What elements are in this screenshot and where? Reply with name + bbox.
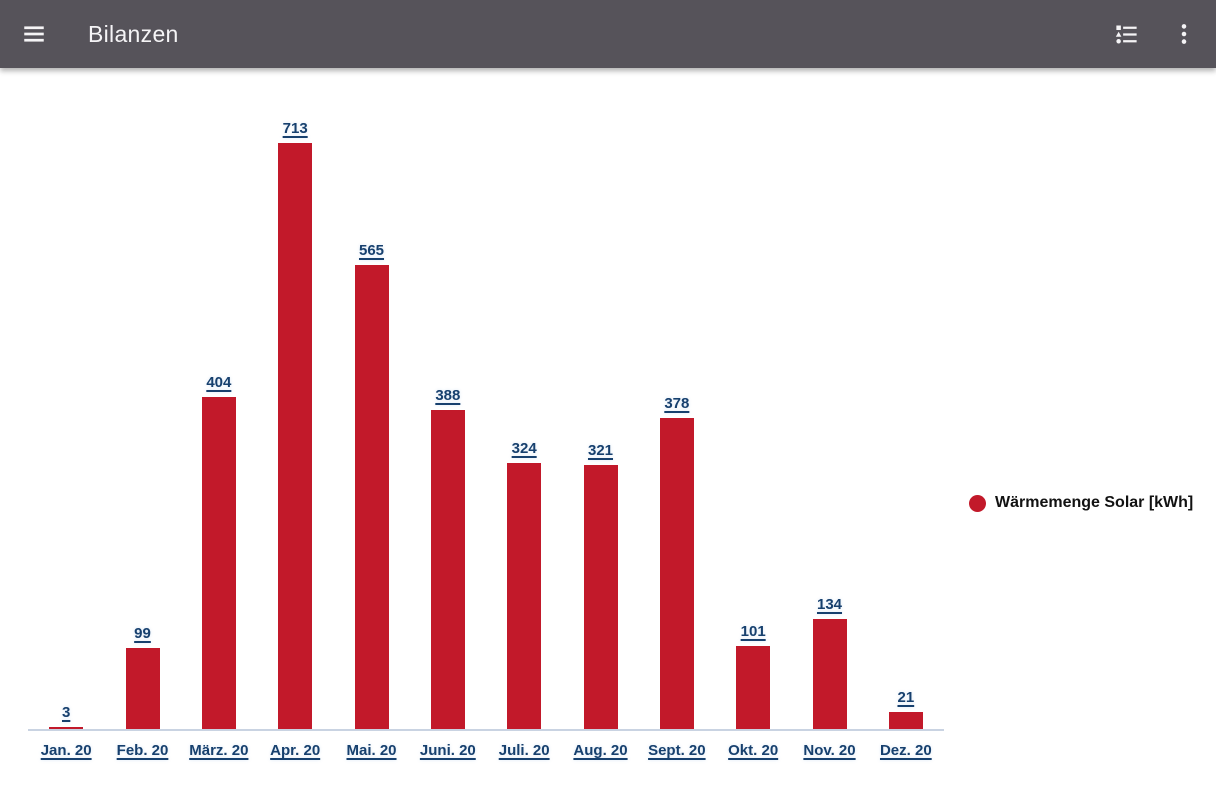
app-bar: Bilanzen	[0, 0, 1216, 68]
x-axis-label[interactable]: Jan. 20	[40, 742, 92, 759]
bar-value-label[interactable]: 134	[816, 595, 843, 613]
bar-chart: 3 99 404 713 565 388 324 321 378 101 134 21 Jan. 20…	[0, 68, 1216, 800]
x-axis-labels: Jan. 20 Feb. 20 März. 20 Apr. 20 Mai. 20 Juni…	[28, 742, 944, 766]
list-type-icon[interactable]	[1102, 10, 1150, 58]
bar-value-label[interactable]: 378	[664, 395, 690, 413]
bar-value-label[interactable]: 565	[358, 241, 385, 259]
bar-value-label[interactable]: 3	[61, 703, 71, 721]
x-axis-label[interactable]: Apr. 20	[270, 742, 321, 759]
bar-value-label[interactable]: 713	[282, 119, 308, 137]
x-axis-label[interactable]: Sept. 20	[648, 742, 706, 759]
x-axis-label[interactable]: Mai. 20	[346, 742, 397, 759]
legend-label: Wärmemenge Solar [kWh]	[995, 494, 1194, 511]
x-axis-label[interactable]: Feb. 20	[116, 742, 169, 759]
bar-value-label[interactable]: 99	[134, 624, 151, 642]
chart-bar[interactable]	[201, 396, 236, 729]
three-dot-menu-icon	[1181, 24, 1187, 44]
bar-value-label[interactable]: 321	[587, 442, 614, 460]
page-title: Bilanzen	[88, 20, 179, 47]
chart-bar[interactable]	[583, 465, 618, 729]
x-axis-label[interactable]: Dez. 20	[879, 742, 932, 759]
chart-bar[interactable]	[125, 647, 160, 729]
chart-bar[interactable]	[430, 410, 465, 729]
bar-value-label[interactable]: 324	[511, 439, 537, 457]
x-axis-label[interactable]: März. 20	[189, 742, 249, 759]
legend-item[interactable]: Wärmemenge Solar [kWh]	[969, 494, 1193, 512]
legend-marker-icon	[969, 494, 986, 512]
x-axis-label[interactable]: Okt. 20	[728, 742, 779, 759]
hamburger-menu-icon[interactable]	[10, 10, 58, 58]
overflow-menu-icon[interactable]	[1160, 10, 1208, 58]
chart-bar[interactable]	[812, 618, 847, 729]
chart-bar[interactable]	[354, 264, 389, 729]
x-axis-label[interactable]: Aug. 20	[573, 742, 628, 759]
chart-bar[interactable]	[659, 418, 694, 729]
chart-bar[interactable]	[278, 142, 313, 729]
x-axis-label[interactable]: Juli. 20	[498, 742, 550, 759]
format-list-bulleted-type-icon	[1115, 25, 1137, 43]
chart-bar[interactable]	[888, 711, 923, 729]
plot-area: 3 99 404 713 565 388 324 321 378 101 134 21	[28, 68, 944, 731]
x-axis-label[interactable]: Juni. 20	[419, 742, 476, 759]
bar-value-label[interactable]: 388	[435, 387, 461, 405]
chart-bar[interactable]	[736, 645, 771, 729]
bar-value-label[interactable]: 101	[740, 622, 766, 640]
bar-value-label[interactable]: 404	[206, 373, 232, 391]
hamburger-icon-glyph	[24, 26, 44, 42]
chart-bar[interactable]	[507, 462, 542, 729]
chart-bar[interactable]	[49, 726, 84, 729]
bar-value-label[interactable]: 21	[897, 688, 915, 706]
x-axis-label[interactable]: Nov. 20	[803, 742, 856, 759]
